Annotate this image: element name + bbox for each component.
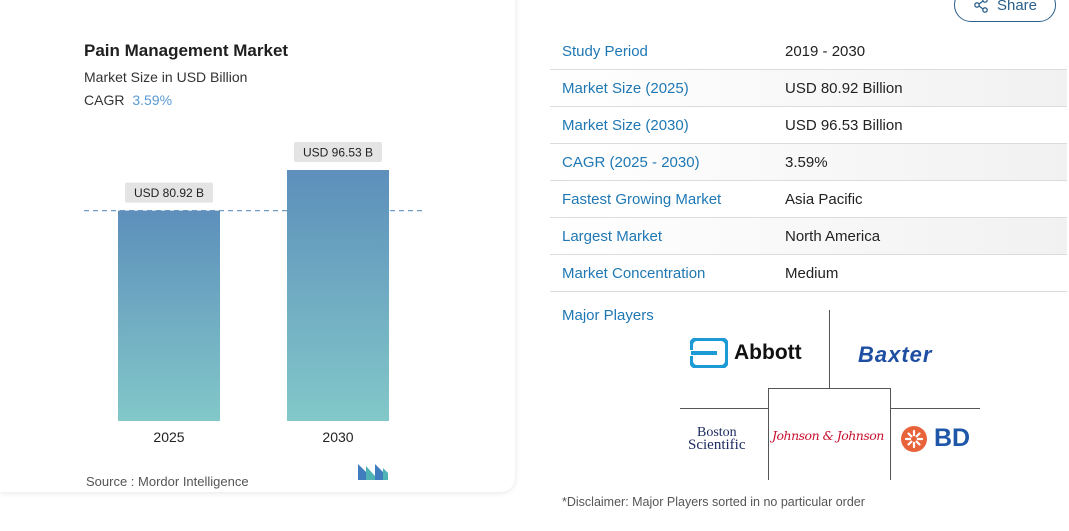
major-players-label[interactable]: Major Players xyxy=(562,307,654,324)
divider xyxy=(768,388,891,480)
row-value: USD 96.53 Billion xyxy=(785,116,903,134)
market-info-table: Study Period 2019 - 2030 Market Size (20… xyxy=(550,33,1067,292)
abbott-icon xyxy=(690,338,728,368)
row-value: 2019 - 2030 xyxy=(785,42,866,60)
table-row: Market Concentration Medium xyxy=(550,255,1067,292)
cagr-row: CAGR 3.59% xyxy=(84,92,172,108)
row-label[interactable]: Market Concentration xyxy=(562,264,706,282)
x-tick-label: 2025 xyxy=(153,429,184,445)
johnson-and-johnson-logo[interactable]: Johnson & Johnson xyxy=(772,428,884,443)
boston-line1: Boston xyxy=(697,425,737,440)
row-label[interactable]: Fastest Growing Market xyxy=(562,190,722,208)
abbott-logo[interactable]: Abbott xyxy=(690,338,802,368)
chart-title: Pain Management Market xyxy=(84,41,289,60)
row-value: Medium xyxy=(785,264,839,282)
table-row: Largest Market North America xyxy=(550,218,1067,255)
data-label: USD 80.92 B xyxy=(134,186,204,200)
baxter-logo[interactable]: Baxter xyxy=(858,342,933,367)
row-label[interactable]: Market Size (2025) xyxy=(562,79,689,97)
table-row: Market Size (2030) USD 96.53 Billion xyxy=(550,107,1067,144)
row-label[interactable]: Study Period xyxy=(562,42,648,60)
bd-starburst-icon xyxy=(901,425,927,452)
table-row: Study Period 2019 - 2030 xyxy=(550,33,1067,70)
share-icon xyxy=(974,0,988,13)
row-value: 3.59% xyxy=(785,153,828,171)
chart-card xyxy=(0,0,515,492)
major-players-grid: Abbott Baxter Boston Scientific Johnson … xyxy=(680,310,980,480)
mordor-logo-icon xyxy=(358,464,388,480)
boston-line2: Scientific xyxy=(688,437,746,453)
table-row: Market Size (2025) USD 80.92 Billion xyxy=(550,70,1067,107)
x-tick-label: 2030 xyxy=(322,429,353,445)
row-label[interactable]: Market Size (2030) xyxy=(562,116,689,134)
share-label: Share xyxy=(996,0,1038,14)
row-label[interactable]: Largest Market xyxy=(562,227,663,245)
row-value: North America xyxy=(785,227,881,245)
bd-logo[interactable]: BD xyxy=(900,424,970,453)
disclaimer-text: *Disclaimer: Major Players sorted in no … xyxy=(562,495,865,509)
data-label-bg xyxy=(294,142,382,163)
chart-subtitle: Market Size in USD Billion xyxy=(84,69,248,85)
cagr-value: 3.59% xyxy=(132,92,173,108)
bd-wordmark: BD xyxy=(934,424,971,452)
abbott-wordmark: Abbott xyxy=(734,341,802,364)
boston-scientific-logo[interactable]: Boston Scientific xyxy=(688,425,746,453)
row-label[interactable]: CAGR (2025 - 2030) xyxy=(562,153,700,171)
cagr-label: CAGR xyxy=(84,92,125,108)
data-label: USD 96.53 B xyxy=(303,146,373,160)
row-value: Asia Pacific xyxy=(785,190,863,208)
bar-2030 xyxy=(287,170,389,421)
divider xyxy=(829,310,830,388)
table-row: CAGR (2025 - 2030) 3.59% xyxy=(550,144,1067,181)
source-text: Source : Mordor Intelligence xyxy=(86,474,249,489)
row-value: USD 80.92 Billion xyxy=(785,79,903,97)
data-label-bg xyxy=(125,182,213,203)
share-button[interactable]: Share xyxy=(954,0,1056,22)
bar-2025 xyxy=(118,210,220,421)
bar-chart: USD 80.92 B 2025 USD 96.53 B 2030 xyxy=(84,142,425,445)
table-row: Fastest Growing Market Asia Pacific xyxy=(550,181,1067,218)
